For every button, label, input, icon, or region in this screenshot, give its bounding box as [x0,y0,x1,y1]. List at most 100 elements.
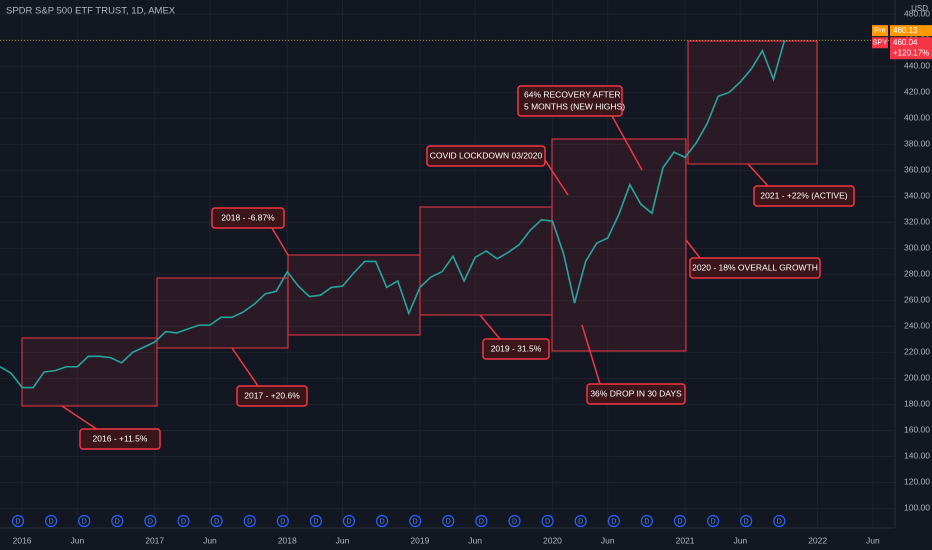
connector [479,314,501,340]
year-box [551,138,687,352]
x-tick-label: 2019 [410,535,429,545]
dividend-icon [607,514,620,528]
callouts: 2016 - +11.5% 2017 - +20.6% 2018 - -6.87… [61,85,855,450]
y-tick-label: 400.00 [904,113,930,123]
connector [581,324,601,385]
x-tick-label: 2022 [808,535,827,545]
dividend-label: D [446,518,451,525]
dividend-icon [706,514,720,528]
year-box [419,206,553,316]
connector [747,163,769,187]
annotations [21,40,818,407]
dividend-label: D [777,518,782,525]
dividend-label: D [644,518,649,525]
year-box [287,254,421,336]
y-tick-label: 360.00 [904,165,930,175]
dividend-icon [11,514,25,528]
dividend-label: D [214,518,219,525]
dividend-icon [673,514,687,528]
dividend-icon [442,514,455,528]
dividend-icon [740,514,753,528]
y-tick-label: 300.00 [904,243,930,253]
dividend-icon [144,514,157,528]
dividend-label: D [115,518,120,525]
y-tick-label: 240.00 [904,321,930,331]
connector [231,347,259,387]
x-tick-label: 2020 [543,535,562,545]
year-box [21,337,158,407]
spy-value: 460.04 [893,38,918,47]
dividend-icon [177,514,190,528]
y-tick-label: 120.00 [904,477,930,487]
callout [211,207,285,229]
dividend-label: D [479,518,484,525]
callout [586,383,686,405]
dividend-label: D [181,518,186,525]
dividend-icon [574,514,587,528]
dividend-label: D [15,518,20,525]
note: 2020 - 18% OVERALL GROWTH [692,262,818,272]
dividend-icon [210,514,223,528]
connector [544,159,569,196]
dividend-icon [409,514,422,528]
dividend-icon [44,514,58,528]
dividend-label: D [611,518,616,525]
plot [0,39,895,389]
dividend-label: D [313,518,318,525]
dividend-label: D [744,518,749,525]
dividend-label: D [578,518,583,525]
note: 2016 - +11.5% [93,433,148,443]
dividend-icon [111,514,124,528]
spy-tag-bg [872,37,888,49]
dividend-icon [342,514,356,528]
callout [79,428,161,450]
x-tick-label: Jun [866,535,880,545]
note: COVID LOCKDOWN 03/2020 [430,150,543,160]
callout [517,85,623,117]
spy-change: +120.17% [893,48,929,57]
chart-title: SPDR S&P 500 ETF TRUST, 1D, AMEX [6,6,176,17]
year-box [687,40,818,165]
y-tick-label: 220.00 [904,347,930,357]
y-tick-label: 440.00 [904,61,930,71]
dividend-icon [243,514,256,528]
note: 64% RECOVERY AFTER [524,89,621,99]
dividend-label: D [82,518,87,525]
y-tick-label: 340.00 [904,191,930,201]
callout [236,385,308,407]
dividend-icon [640,514,654,528]
dividend-icon [508,514,521,528]
x-tick-label: Jun [336,535,350,545]
y-tick-label: 140.00 [904,451,930,461]
note: 2018 - -6.87% [221,212,275,222]
dividend-icon [376,514,389,528]
note: 2019 - 31.5% [491,343,542,353]
y-tick-label: 180.00 [904,399,930,409]
y-tick-label: 100.00 [904,503,930,513]
y-tick-label: 320.00 [904,217,930,227]
axes: 100.00 120.00 140.00 160.00 180.00 200.00 220.… [13,9,932,545]
connector [271,227,289,256]
x-tick-label: Jun [468,535,482,545]
dividend-label: D [148,518,153,525]
pre-tag-bg [872,25,888,37]
dividend-icon [541,514,554,528]
y-tick-label: 480.00 [904,9,930,19]
x-tick-label: Jun [601,535,615,545]
connector [685,239,701,259]
y-tick-label: 260.00 [904,295,930,305]
x-tick-label: 2016 [13,535,32,545]
x-tick-label: 2017 [145,535,164,545]
dividend-label: D [413,518,418,525]
connector [611,115,643,171]
pre-value: 460.13 [893,26,918,35]
y-tick-label: 160.00 [904,425,930,435]
dividend-label: D [346,518,351,525]
y-tick-label: 280.00 [904,269,930,279]
dividend-icon [309,514,322,528]
dividend-label: D [49,518,54,525]
dividend-label: D [380,518,385,525]
connector [61,405,99,431]
